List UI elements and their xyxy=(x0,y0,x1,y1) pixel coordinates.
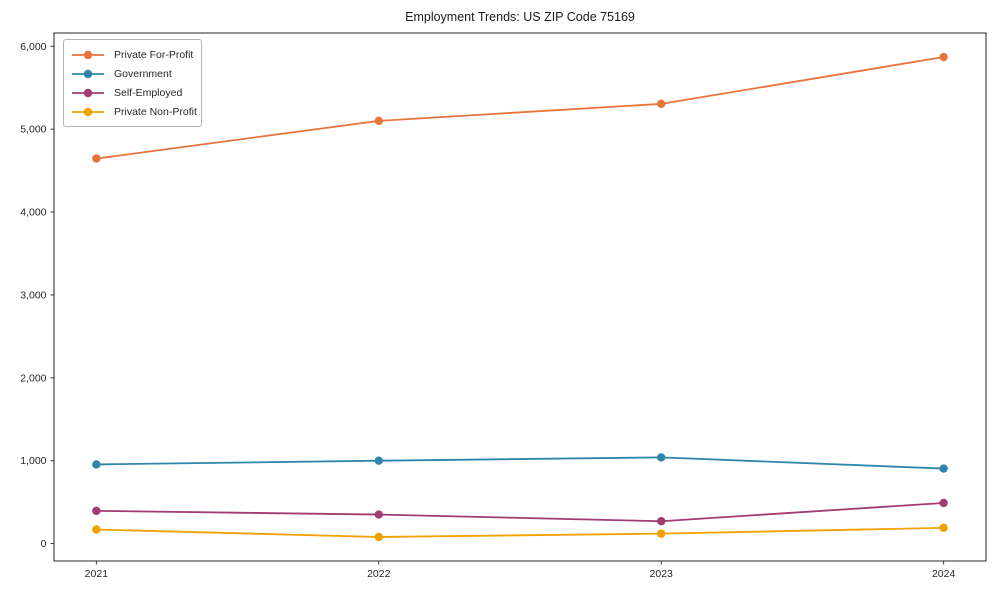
legend-label: Private Non-Profit xyxy=(114,105,197,118)
y-tick-label: 1,000 xyxy=(20,455,46,467)
data-point-marker xyxy=(92,460,101,469)
data-point-marker xyxy=(92,525,101,534)
data-point-marker xyxy=(374,456,383,465)
y-tick-label: 5,000 xyxy=(20,124,46,136)
legend-marker-icon xyxy=(72,50,104,59)
legend-marker-icon xyxy=(72,69,104,78)
series-line xyxy=(95,526,945,538)
data-point-marker xyxy=(939,498,948,508)
legend-item: Private Non-Profit xyxy=(71,102,197,121)
data-point-marker xyxy=(374,510,383,519)
legend-item: Government xyxy=(71,64,193,83)
data-point-marker xyxy=(92,506,101,516)
legend-label: Private For-Profit xyxy=(114,48,194,61)
x-tick-label: 2023 xyxy=(650,568,674,580)
legend-item: Self-Employed xyxy=(71,83,193,102)
legend-item: Private For-Profit xyxy=(71,45,193,64)
series-line xyxy=(95,502,945,523)
data-point-marker xyxy=(657,529,666,538)
y-tick-label: 3,000 xyxy=(20,289,46,301)
data-point-marker xyxy=(374,532,383,542)
series-line xyxy=(95,456,945,470)
y-tick-label: 4,000 xyxy=(20,207,46,219)
plot-border xyxy=(53,32,987,562)
data-point-marker xyxy=(939,523,948,533)
x-tick-label: 2022 xyxy=(367,568,391,580)
legend-label: Self-Employed xyxy=(114,86,183,99)
series-line xyxy=(95,56,945,160)
data-point-marker xyxy=(939,464,948,473)
y-tick-label: 0 xyxy=(41,538,47,550)
y-tick-label: 6,000 xyxy=(20,41,46,53)
data-point-marker xyxy=(657,453,666,462)
legend-label: Government xyxy=(114,67,172,80)
x-tick-label: 2024 xyxy=(932,568,956,580)
legend-marker-icon xyxy=(72,88,104,97)
x-tick-label: 2021 xyxy=(85,568,109,580)
data-point-marker xyxy=(657,99,666,109)
data-point-marker xyxy=(374,116,383,126)
data-point-marker xyxy=(92,154,101,163)
chart-title: Employment Trends: US ZIP Code 75169 xyxy=(405,10,635,24)
y-tick-label: 2,000 xyxy=(20,372,46,384)
data-point-marker xyxy=(657,517,666,526)
legend: Private For-Profit Government Self-Employe… xyxy=(63,39,202,127)
legend-marker-icon xyxy=(72,107,104,116)
data-point-marker xyxy=(939,52,948,62)
